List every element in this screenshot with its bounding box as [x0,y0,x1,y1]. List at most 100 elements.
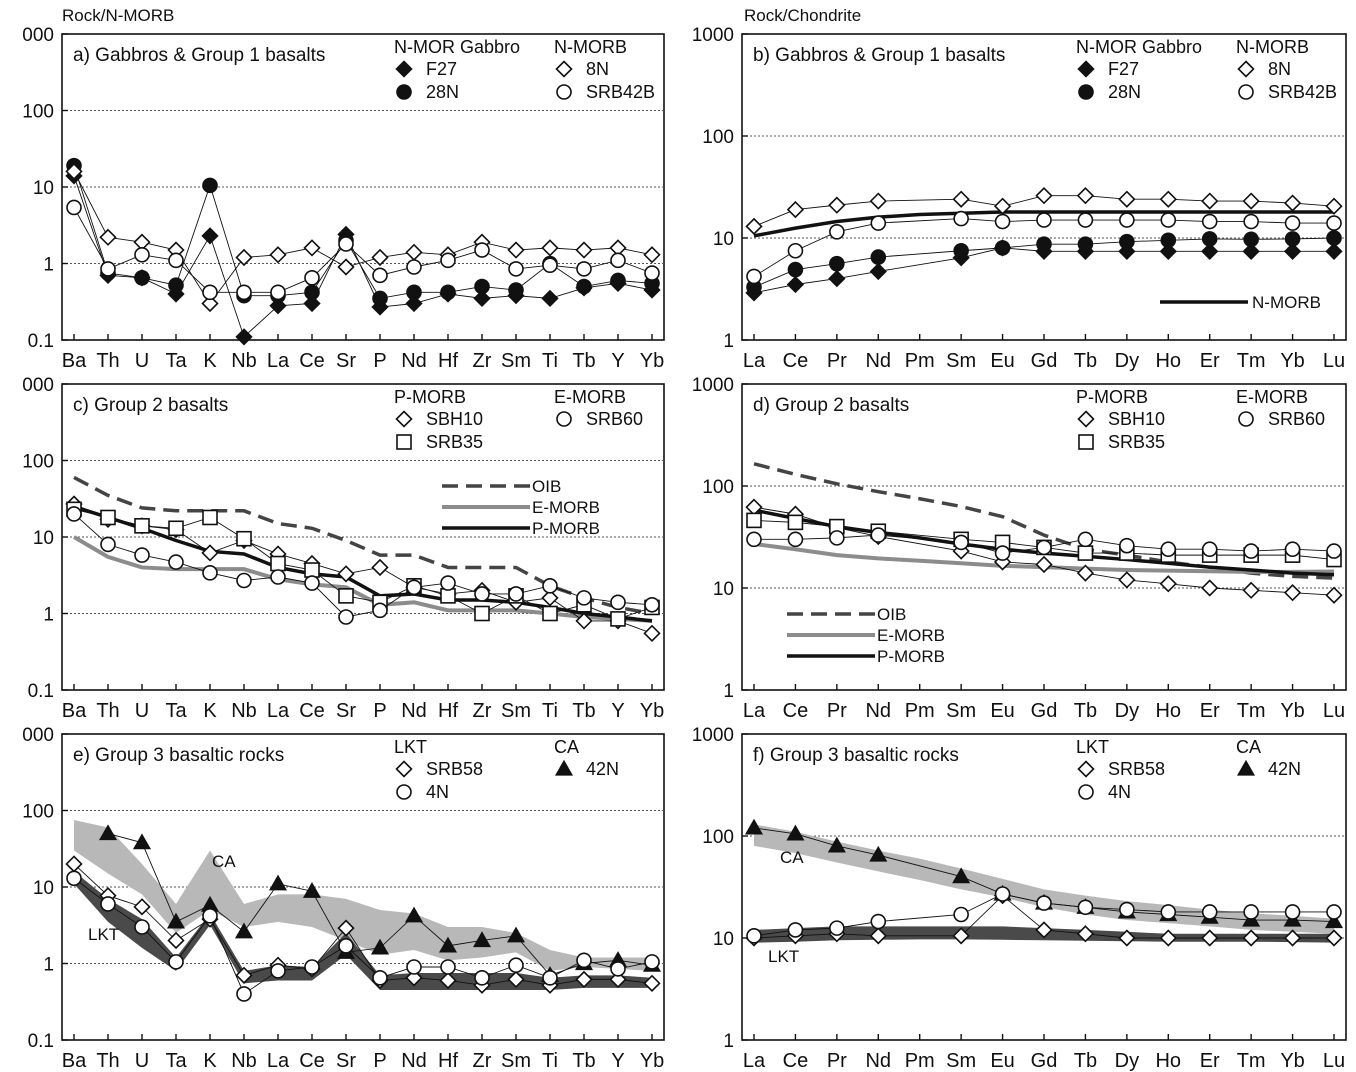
data-point-4n [474,970,490,986]
data-point-srb42b [994,213,1011,230]
legend-group-label: N-MOR Gabbro [1076,37,1202,57]
data-point-4n [953,906,969,923]
x-tick-label: Dy [1115,1050,1139,1072]
data-point-srb42b [1119,212,1135,228]
data-point-srb35 [236,530,252,547]
x-tick-label: Nb [231,700,257,722]
y-tick-label: 000 [22,25,54,46]
x-tick-label: Tm [1237,350,1266,372]
data-point-8n [1242,192,1260,210]
legend-line-label: P-MORB [877,647,945,666]
data-point-srb58 [1283,929,1302,947]
legend-group-label: N-MOR Gabbro [394,37,520,57]
data-point-srb42b [168,252,184,269]
x-tick-label: Tb [1074,700,1097,722]
data-point-8n [786,200,805,219]
x-tick-label: La [267,350,290,372]
data-point-4n [1160,904,1177,920]
data-point-28n [202,177,218,194]
data-point-srb42b [610,252,626,269]
data-point-28n [1243,231,1259,248]
series-line-f27 [73,175,653,338]
data-point-28n [134,270,150,286]
legend-line-label: E-MORB [877,626,945,645]
data-point-srb60 [1160,541,1177,558]
data-point-srb60 [66,506,82,522]
x-tick-label: Yb [1280,1050,1304,1072]
data-point-28n [304,284,320,301]
x-tick-label: Er [1200,700,1220,722]
legend-marker [1237,60,1255,78]
y-tick-label: 1 [723,681,734,702]
data-point-f27 [1283,242,1302,260]
legend-marker [396,434,412,450]
x-tick-label: Ho [1155,700,1181,722]
x-tick-label: Ce [783,1050,809,1072]
data-point-8n [201,294,219,313]
x-tick-label: Sm [946,350,976,372]
data-point-srb58 [439,971,457,990]
data-point-srb58 [869,927,887,945]
y-tick-label: 100 [702,477,734,498]
data-point-4n [1284,904,1301,920]
x-tick-label: Hf [438,1050,458,1072]
data-point-8n [952,190,970,208]
y-tick-label: 100 [22,102,54,123]
data-point-sbh10 [201,544,219,562]
x-tick-label: Sm [501,350,531,372]
x-tick-label: La [743,700,766,722]
data-point-f27 [201,227,219,245]
data-point-srb35 [1077,545,1094,561]
x-tick-label: Hf [438,700,458,722]
legend-line-label: OIB [532,477,561,496]
data-point-srb35 [134,518,150,534]
x-tick-label: Yb [640,700,664,722]
x-tick-label: Ce [299,700,325,722]
data-point-28n [474,278,490,295]
data-point-srb42b [1243,213,1259,230]
band-ca [74,820,652,971]
data-point-srb42b [338,236,354,252]
x-tick-label: K [203,350,217,372]
data-point-srb60 [372,602,388,619]
data-point-srb60 [168,554,184,570]
data-point-srb42b [829,224,845,240]
x-tick-label: Eu [990,1050,1014,1072]
data-point-sbh10 [1201,579,1219,597]
data-point-sbh10 [1035,555,1053,574]
data-point-sbh10 [541,589,559,607]
data-point-srb60 [270,569,286,585]
data-point-srb58 [405,969,423,987]
data-point-sbh10 [1283,584,1302,602]
data-point-8n [235,248,253,267]
data-point-4n [406,959,422,975]
data-point-4n [66,870,82,887]
data-point-4n [870,913,887,930]
legend-entry-label: SRB60 [1268,409,1325,429]
x-tick-label: Zr [473,350,492,372]
x-tick-label: Sm [946,1050,976,1072]
legend-marker [396,784,412,800]
legend-entry-label: SRB58 [426,759,483,779]
data-point-srb42b [870,215,887,231]
band-lkt [74,871,652,991]
legend-entry-label: 42N [586,759,619,779]
data-point-42n [302,882,322,898]
x-tick-label: Pm [905,1050,935,1072]
x-tick-label: Eu [990,350,1014,372]
x-tick-label: Ce [299,1050,325,1072]
data-point-sbh10 [575,612,593,630]
panel-title: f) Group 3 basaltic rocks [753,745,959,766]
data-point-srb58 [235,966,253,984]
x-tick-label: Y [611,350,624,372]
y-tick-label: 0.1 [28,681,54,702]
x-tick-label: K [203,700,217,722]
data-point-28n [610,272,626,289]
data-point-srb42b [1077,212,1094,228]
data-point-srb60 [236,572,252,589]
data-point-srb35 [270,555,286,572]
legend-marker [1078,434,1094,450]
data-point-srb60 [1201,541,1218,558]
y-tick-label: 1 [723,1031,734,1052]
data-point-srb60 [1243,543,1259,559]
